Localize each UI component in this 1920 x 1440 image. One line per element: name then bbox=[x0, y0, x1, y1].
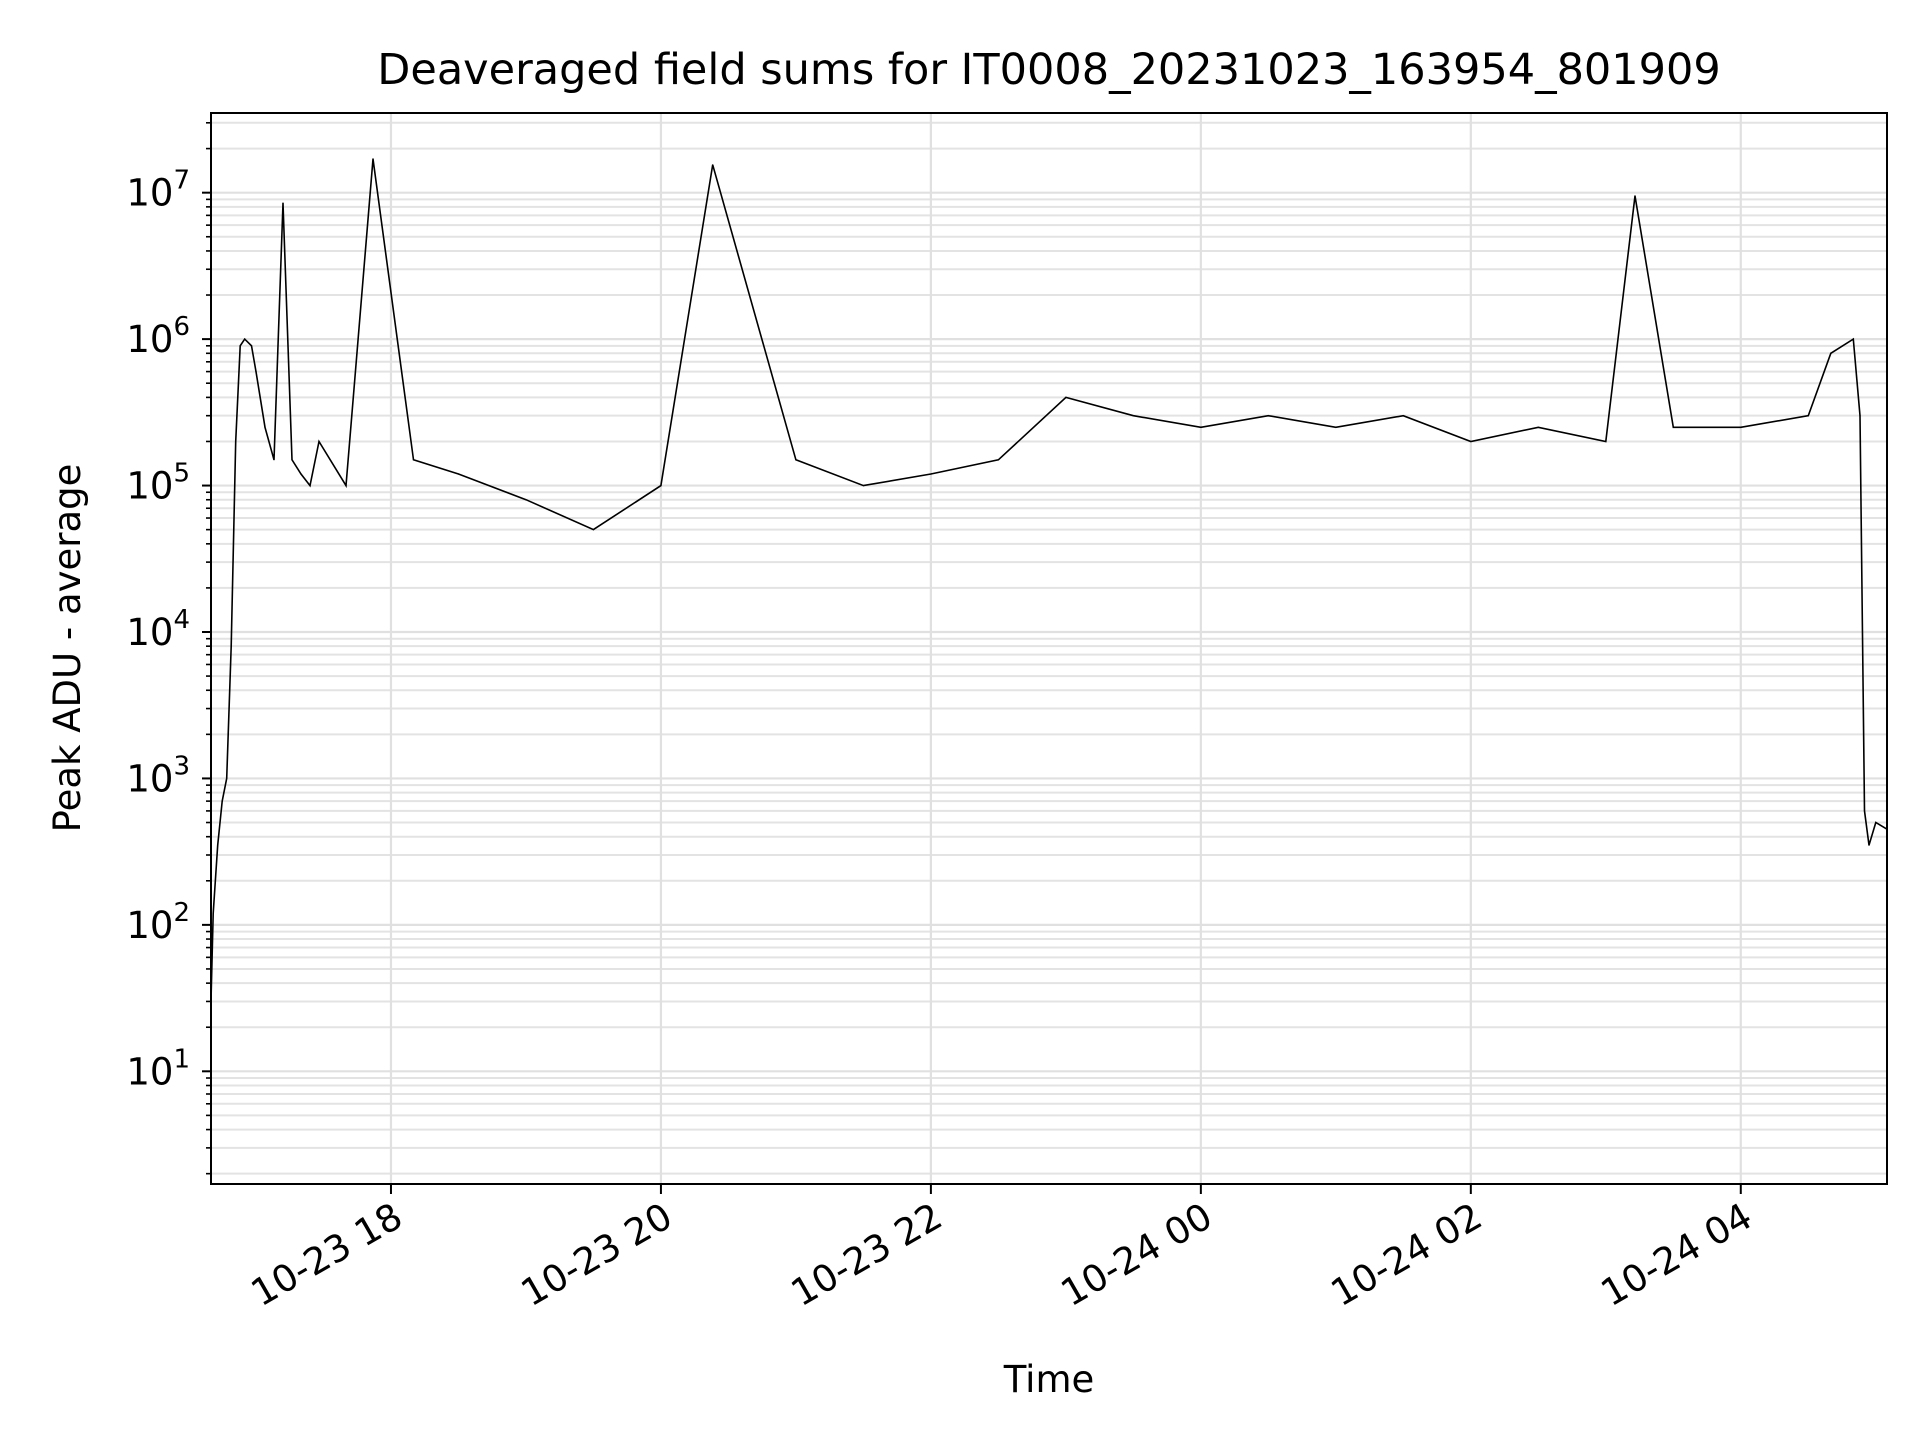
data-point bbox=[235, 440, 237, 443]
y-tick-label-base: 10 bbox=[126, 172, 173, 215]
y-tick-label-exponent: 5 bbox=[173, 459, 190, 489]
data-point bbox=[273, 459, 275, 461]
data-point bbox=[795, 459, 797, 461]
data-point bbox=[660, 485, 662, 487]
data-point bbox=[264, 426, 266, 428]
data-point bbox=[239, 345, 241, 347]
x-tick-label: 10-23 20 bbox=[514, 1195, 680, 1315]
data-point bbox=[1200, 426, 1202, 428]
data-point bbox=[930, 473, 932, 475]
data-point bbox=[1740, 426, 1742, 428]
data-point bbox=[230, 645, 232, 647]
y-tick-label-base: 10 bbox=[126, 318, 173, 361]
x-tick-label: 10-24 02 bbox=[1324, 1195, 1490, 1315]
data-point bbox=[1335, 426, 1337, 428]
y-tick-label: 105 bbox=[126, 459, 190, 508]
x-tick-label: 10-23 18 bbox=[244, 1195, 410, 1315]
y-tick-label-exponent: 2 bbox=[173, 898, 190, 928]
data-point bbox=[1672, 426, 1674, 428]
minor-gridlines bbox=[211, 121, 1887, 1175]
data-point bbox=[862, 485, 865, 487]
data-point bbox=[217, 844, 219, 846]
y-tick-label: 104 bbox=[126, 605, 190, 654]
data-point bbox=[244, 338, 246, 340]
data-point bbox=[457, 473, 460, 475]
data-point bbox=[250, 345, 253, 347]
data-point bbox=[1402, 415, 1404, 417]
y-tick-label-exponent: 3 bbox=[173, 751, 190, 781]
y-tick-label: 101 bbox=[126, 1044, 190, 1093]
y-tick-label: 103 bbox=[126, 751, 190, 800]
series-layer bbox=[210, 158, 1888, 1003]
y-tick-label-exponent: 1 bbox=[173, 1044, 190, 1074]
data-point bbox=[291, 459, 293, 461]
data-point bbox=[212, 912, 214, 914]
major-gridlines bbox=[211, 113, 1887, 1184]
data-point bbox=[282, 202, 284, 204]
x-axis-label: Time bbox=[1003, 1358, 1095, 1401]
y-tick-label-exponent: 7 bbox=[173, 166, 190, 196]
y-tick-label-exponent: 6 bbox=[173, 312, 190, 342]
chart-title: Deaveraged field sums for IT0008_2023102… bbox=[377, 45, 1720, 95]
data-point bbox=[1065, 396, 1067, 398]
data-point bbox=[1537, 426, 1539, 428]
series-line bbox=[210, 158, 1888, 1002]
data-point bbox=[1875, 821, 1877, 824]
data-point bbox=[345, 485, 347, 487]
data-point bbox=[372, 158, 374, 160]
y-tick-label: 102 bbox=[126, 898, 190, 947]
y-tick-label: 107 bbox=[126, 166, 190, 215]
data-point bbox=[1807, 415, 1809, 417]
y-tick-label-base: 10 bbox=[126, 757, 173, 800]
data-point bbox=[309, 485, 311, 487]
y-tick-label-base: 10 bbox=[126, 904, 173, 947]
data-point bbox=[1859, 415, 1861, 417]
x-axis: 10-23 18 10-23 20 10-23 22 10-24 00 10-24 02… bbox=[244, 1184, 1759, 1315]
data-point bbox=[226, 777, 228, 780]
data-point bbox=[318, 440, 320, 443]
data-point bbox=[1634, 195, 1636, 197]
y-axis-label: Peak ADU - average bbox=[46, 464, 89, 833]
data-point bbox=[1852, 338, 1854, 340]
data-point bbox=[592, 529, 595, 531]
data-point bbox=[412, 459, 415, 461]
x-tick-label: 10-24 00 bbox=[1054, 1195, 1220, 1315]
data-point bbox=[1267, 415, 1269, 417]
data-point bbox=[221, 800, 223, 802]
data-point bbox=[525, 499, 527, 501]
data-point bbox=[1863, 810, 1866, 812]
data-point bbox=[1830, 352, 1832, 354]
data-point bbox=[1605, 440, 1607, 443]
data-point bbox=[1132, 415, 1134, 417]
data-point bbox=[1470, 440, 1472, 443]
y-tick-label-base: 10 bbox=[126, 465, 173, 508]
y-tick-label-exponent: 4 bbox=[173, 605, 190, 635]
data-point bbox=[255, 371, 257, 373]
x-tick-label: 10-24 04 bbox=[1594, 1195, 1760, 1315]
plot-frame bbox=[210, 112, 1888, 1185]
data-point bbox=[997, 459, 1000, 461]
data-point bbox=[712, 164, 714, 166]
y-tick-label-base: 10 bbox=[126, 611, 173, 654]
y-tick-label: 106 bbox=[126, 312, 190, 361]
y-tick-label-base: 10 bbox=[126, 1050, 173, 1093]
x-tick-label: 10-23 22 bbox=[784, 1195, 950, 1315]
data-point bbox=[1868, 844, 1870, 846]
data-point bbox=[300, 473, 302, 475]
